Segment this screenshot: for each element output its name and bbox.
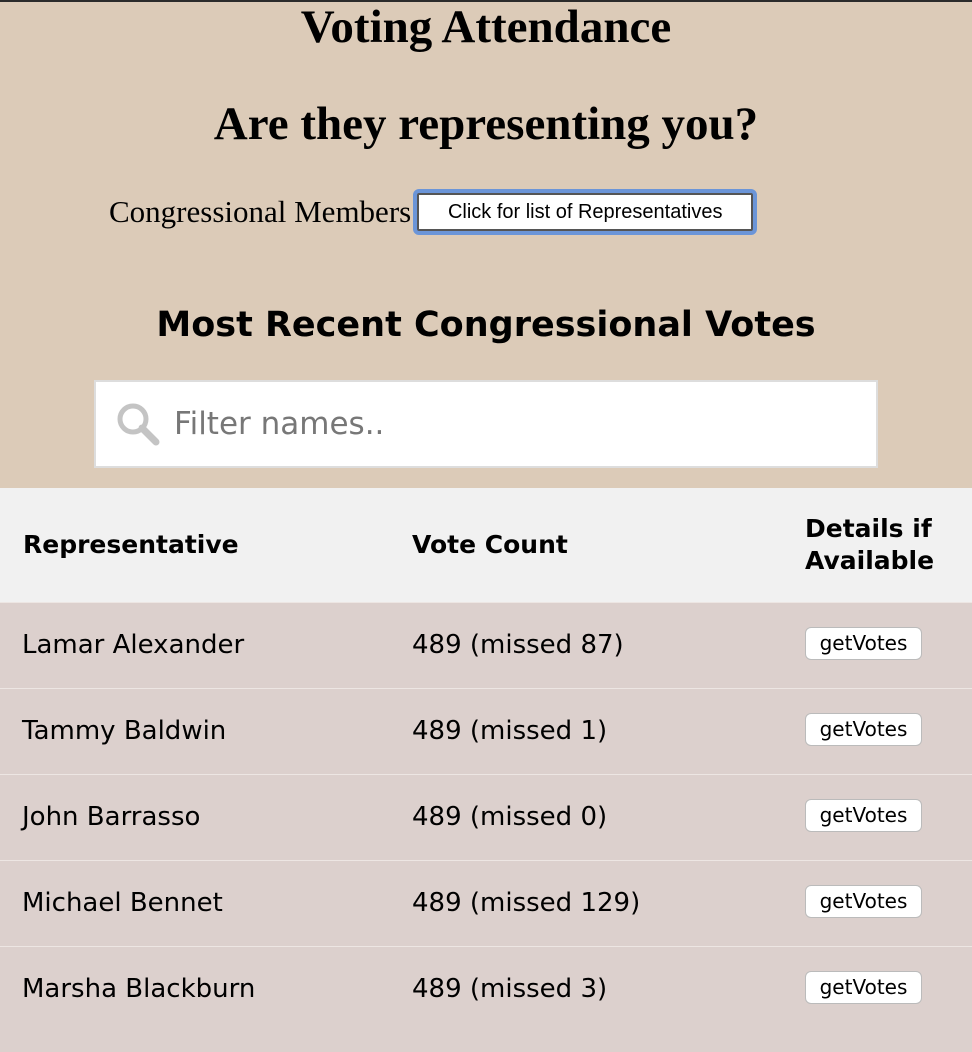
- get-votes-button[interactable]: getVotes: [805, 884, 922, 918]
- representatives-list-button[interactable]: Click for list of Representatives: [413, 189, 758, 235]
- search-icon: [117, 403, 160, 446]
- table-header-row: Representative Vote Count Details if Ava…: [0, 488, 972, 602]
- vote-count: 489 (missed 1): [412, 716, 608, 746]
- votes-table: Representative Vote Count Details if Ava…: [0, 488, 972, 1032]
- representative-name: Michael Bennet: [22, 888, 223, 918]
- table-row: John Barrasso 489 (missed 0) getVotes: [0, 774, 972, 860]
- page-subtitle: Are they representing you?: [213, 98, 759, 150]
- vote-count: 489 (missed 87): [412, 630, 624, 660]
- table-row: Marsha Blackburn 489 (missed 3) getVotes: [0, 946, 972, 1032]
- representative-name: Marsha Blackburn: [22, 974, 256, 1005]
- details-cell: getVotes: [805, 774, 972, 860]
- page-header: Voting Attendance Are they representing …: [0, 2, 972, 488]
- column-header-details: Details if Available: [805, 488, 972, 602]
- get-votes-button[interactable]: getVotes: [805, 626, 922, 660]
- search-box[interactable]: [94, 380, 878, 468]
- members-label: Congressional Members: [109, 194, 412, 229]
- table-row: Michael Bennet 489 (missed 129) getVotes: [0, 860, 972, 946]
- vote-count: 489 (missed 129): [412, 888, 641, 918]
- table-row: Lamar Alexander 489 (missed 87) getVotes: [0, 602, 972, 688]
- details-cell: getVotes: [805, 688, 972, 774]
- get-votes-button[interactable]: getVotes: [805, 712, 922, 746]
- details-cell: getVotes: [805, 946, 972, 1032]
- representative-name: John Barrasso: [22, 802, 201, 832]
- members-row: Congressional Members Click for list of …: [109, 186, 758, 238]
- details-cell: getVotes: [805, 860, 972, 946]
- representative-name: Lamar Alexander: [22, 630, 245, 660]
- table-row: Tammy Baldwin 489 (missed 1) getVotes: [0, 688, 972, 774]
- section-title: Most Recent Congressional Votes: [156, 305, 816, 345]
- column-header-representative: Representative: [23, 529, 239, 559]
- get-votes-button[interactable]: getVotes: [805, 798, 922, 832]
- column-header-vote-count: Vote Count: [412, 529, 568, 559]
- column-header-details-label: Details if Available: [805, 513, 935, 575]
- representative-name: Tammy Baldwin: [22, 716, 227, 746]
- get-votes-button[interactable]: getVotes: [805, 970, 922, 1004]
- vote-count: 489 (missed 3): [412, 974, 608, 1005]
- details-cell: getVotes: [805, 602, 972, 688]
- vote-count: 489 (missed 0): [412, 802, 608, 832]
- page-title: Voting Attendance: [300, 1, 672, 53]
- search-input[interactable]: [174, 406, 814, 442]
